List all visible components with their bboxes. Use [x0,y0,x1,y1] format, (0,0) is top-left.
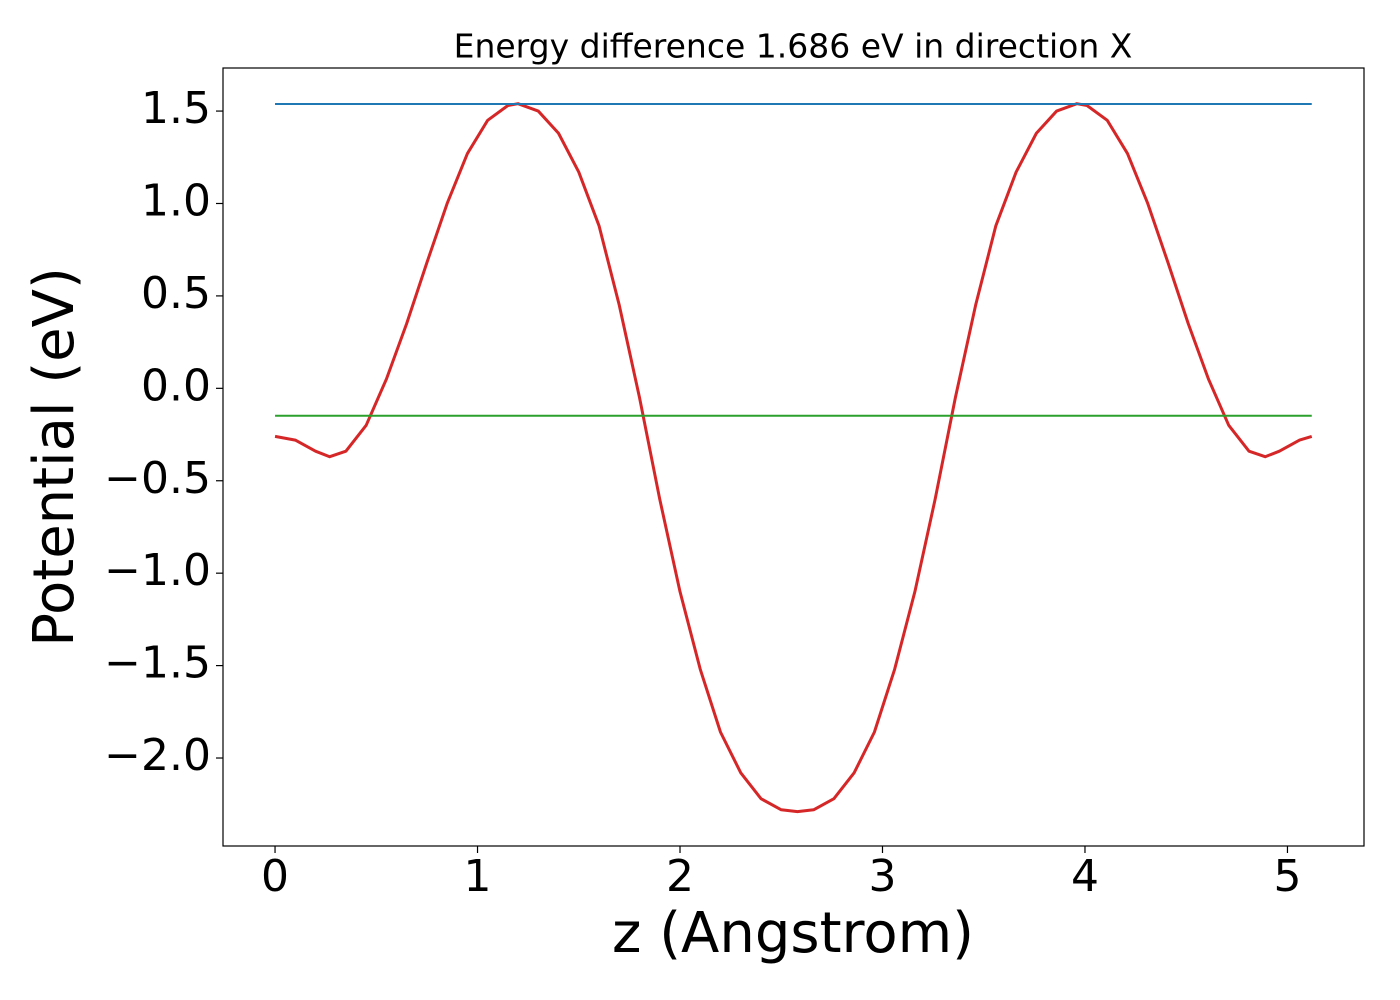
x-tick-label: 3 [868,851,896,902]
x-tick-label: 5 [1273,851,1301,902]
x-tick-label: 0 [261,851,289,902]
y-tick-label: −1.5 [104,638,211,689]
y-tick-label: −0.5 [104,453,211,504]
chart-title: Energy difference 1.686 eV in direction … [454,27,1133,66]
x-tick-label: 1 [464,851,492,902]
data-line [274,102,1313,814]
y-tick-label: 1.5 [141,83,211,134]
y-tick-label: 0.5 [141,268,211,319]
plot-frame [222,67,1365,847]
y-tick-label: 0.0 [141,360,211,411]
y-tick-label: 1.0 [141,175,211,226]
y-axis-label: Potential (eV) [22,267,87,647]
x-axis-label: z (Angstrom) [612,901,974,966]
y-tick-label: −2.0 [104,730,211,781]
x-tick-label: 2 [666,851,694,902]
y-tick-label: −1.0 [104,545,211,596]
x-tick-label: 4 [1071,851,1099,902]
